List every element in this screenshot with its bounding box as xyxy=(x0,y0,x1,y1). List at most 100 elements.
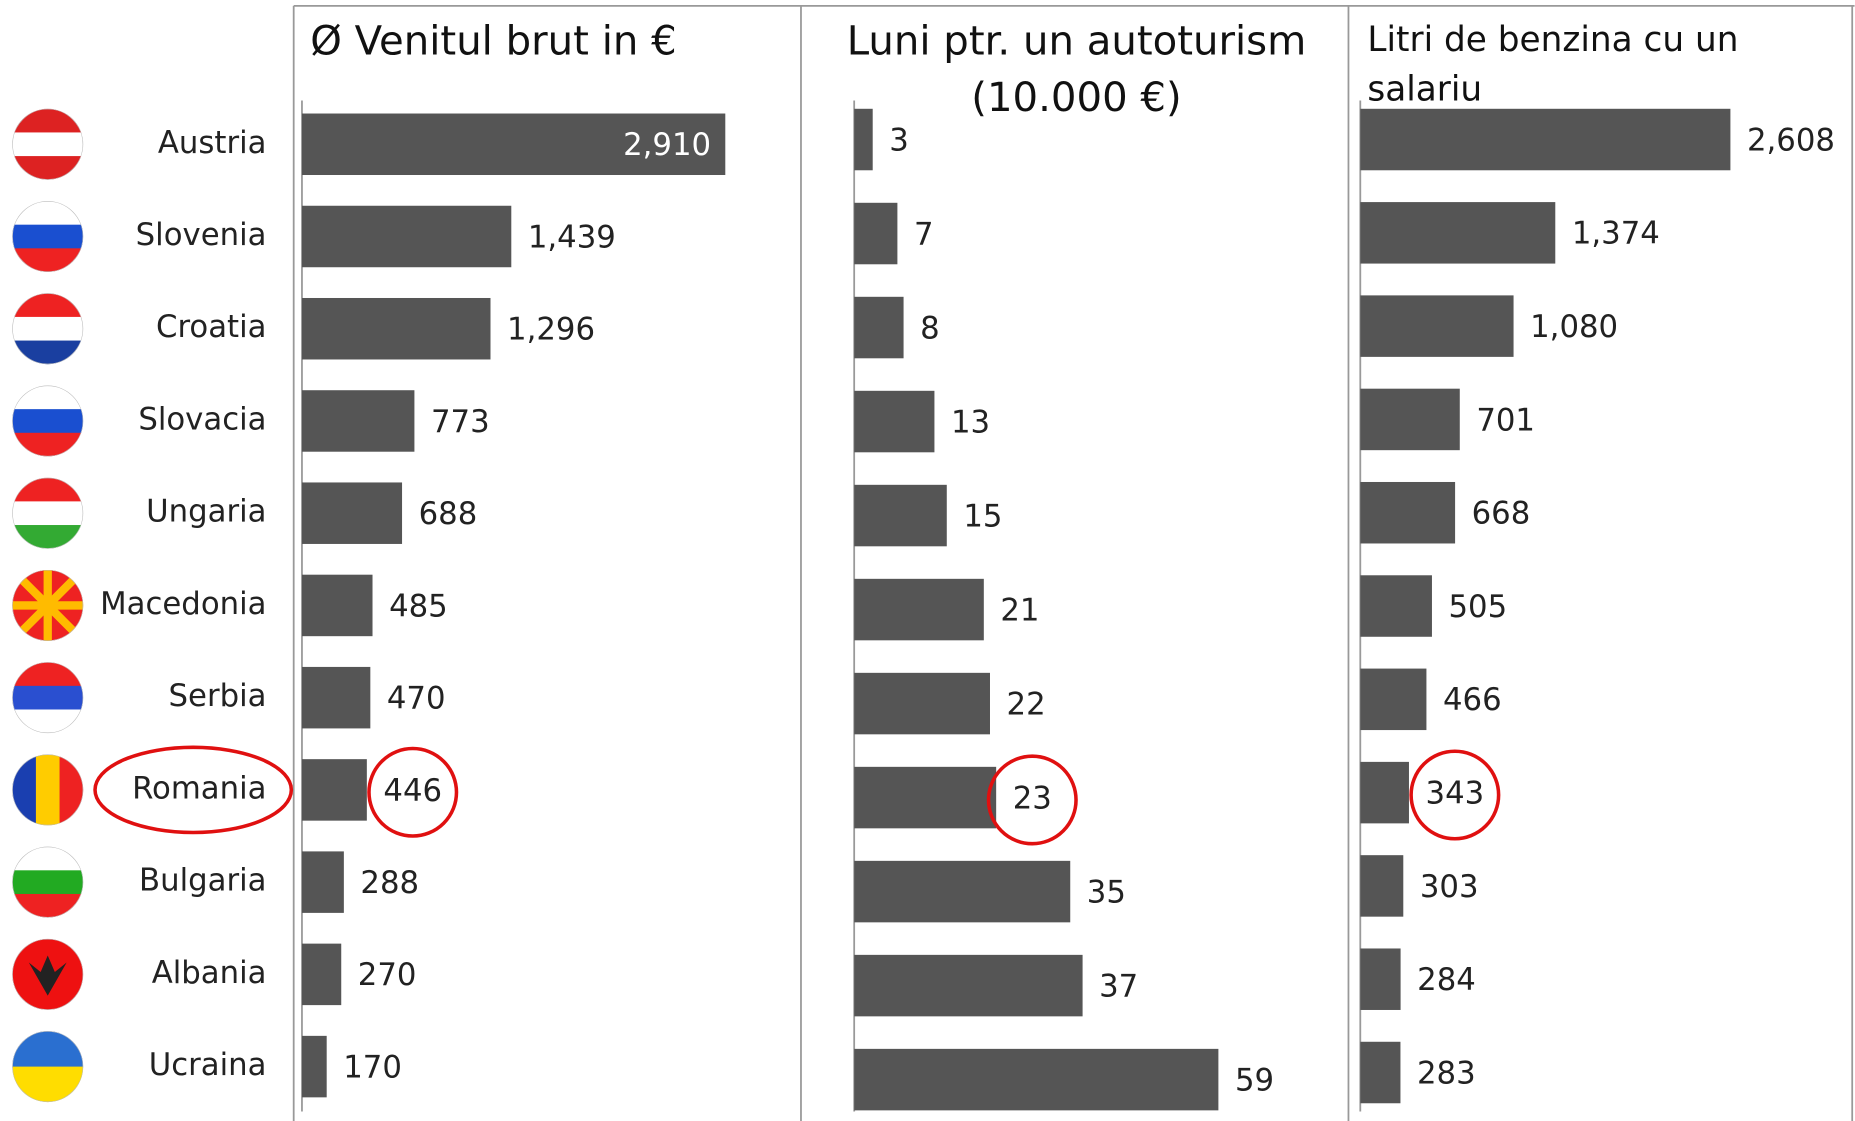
bar xyxy=(1360,295,1514,357)
bar xyxy=(301,851,344,913)
bar xyxy=(301,390,415,452)
flag-stripe xyxy=(12,132,84,158)
value-label: 59 xyxy=(1235,1062,1274,1098)
value-label: 21 xyxy=(1000,592,1039,628)
value-label: 446 xyxy=(383,773,442,809)
bar xyxy=(301,666,371,729)
bar xyxy=(1360,575,1432,637)
category-label: Ucraina xyxy=(149,1047,267,1083)
value-label: 35 xyxy=(1087,874,1126,910)
value-label: 1,296 xyxy=(507,312,595,348)
flag xyxy=(12,569,84,641)
flag-stripe xyxy=(12,754,38,826)
flag xyxy=(12,108,84,180)
title-box: Ø Venitul brut in € xyxy=(310,17,677,66)
bar xyxy=(301,297,491,360)
title-box: Litri de benzina cu un salariu xyxy=(1367,18,1739,109)
category-label: Macedonia xyxy=(100,586,266,622)
value-label: 283 xyxy=(1417,1055,1476,1091)
chart-title: Ø Venitul brut in € xyxy=(310,17,677,66)
flag-stripe xyxy=(12,108,84,134)
highlight xyxy=(1409,749,1501,841)
flag-stripe xyxy=(12,340,84,365)
panel-borders xyxy=(292,5,1855,1121)
bar xyxy=(1360,761,1409,824)
flag-stripe xyxy=(12,893,84,918)
flag-stripe xyxy=(12,224,84,250)
flag xyxy=(12,662,84,734)
flag-stripe xyxy=(12,685,84,711)
value-label: 23 xyxy=(1013,780,1052,816)
value-label: 505 xyxy=(1449,589,1508,625)
bar xyxy=(301,1035,327,1098)
category-label: Austria xyxy=(158,125,267,161)
category-label: Bulgaria xyxy=(139,863,266,899)
value-label: 288 xyxy=(360,865,419,901)
flag-stripe xyxy=(12,846,84,872)
value-label: 485 xyxy=(389,588,448,624)
bar xyxy=(1360,948,1401,1010)
value-label: 7 xyxy=(914,216,934,252)
bar xyxy=(854,1048,1219,1111)
value-label: 466 xyxy=(1443,682,1502,718)
bar xyxy=(854,202,898,265)
bar xyxy=(854,954,1083,1017)
value-label: 688 xyxy=(419,496,478,532)
value-label: 8 xyxy=(920,310,940,346)
category-label: Romania xyxy=(132,770,266,806)
value-label: 2,608 xyxy=(1747,122,1835,158)
value-label: 1,080 xyxy=(1530,309,1618,345)
flag-stripe xyxy=(12,432,84,457)
flag-stripe xyxy=(59,754,84,826)
value-label: 343 xyxy=(1426,775,1485,811)
bar xyxy=(854,860,1071,923)
value-label: 303 xyxy=(1420,869,1479,905)
flag xyxy=(12,477,84,549)
flag-stripe xyxy=(12,477,84,503)
flag-stripe xyxy=(12,1031,84,1068)
bar xyxy=(854,484,947,547)
category-label: Ungaria xyxy=(146,494,266,530)
value-label: 2,910 xyxy=(623,127,711,163)
category-label: Slovenia xyxy=(136,217,267,253)
flag-stripe xyxy=(12,501,84,527)
flag-stripe xyxy=(12,409,84,434)
bar xyxy=(854,766,997,829)
flag-stripe xyxy=(12,525,84,549)
flag-stripe xyxy=(12,201,84,226)
value-label: 1,374 xyxy=(1572,216,1660,252)
flag-stripe xyxy=(12,709,84,734)
flag xyxy=(12,938,84,1010)
bar xyxy=(1360,202,1556,264)
flag xyxy=(12,201,84,272)
bar xyxy=(1360,668,1427,731)
flag-stripe xyxy=(12,870,84,896)
title-box: Luni ptr. un autoturism (10.000 €) xyxy=(847,18,1307,122)
value-label: 701 xyxy=(1476,402,1535,438)
flag-stripe xyxy=(35,754,61,826)
bar xyxy=(854,390,935,453)
flag-stripe xyxy=(12,1066,84,1103)
flag xyxy=(12,846,84,918)
value-label: 270 xyxy=(358,957,417,993)
value-label: 668 xyxy=(1472,496,1531,532)
flag-stripe xyxy=(12,293,84,319)
category-label: Slovacia xyxy=(138,401,266,437)
bar xyxy=(854,578,984,641)
value-label: 170 xyxy=(343,1049,402,1085)
flag-eagle xyxy=(28,955,67,996)
value-label: 1,439 xyxy=(528,219,616,255)
chart-title: Litri de benzina cu un salariu xyxy=(1367,18,1739,109)
highlight xyxy=(986,754,1078,846)
flag-sun xyxy=(37,594,59,617)
bar xyxy=(1360,388,1460,451)
category-label: Serbia xyxy=(169,678,267,714)
value-label: 773 xyxy=(431,404,490,440)
bar xyxy=(1360,481,1456,544)
category-label: Croatia xyxy=(156,309,266,345)
bar xyxy=(301,759,367,821)
bar xyxy=(1360,1041,1401,1104)
bar xyxy=(854,672,990,735)
value-label: 470 xyxy=(387,681,446,717)
